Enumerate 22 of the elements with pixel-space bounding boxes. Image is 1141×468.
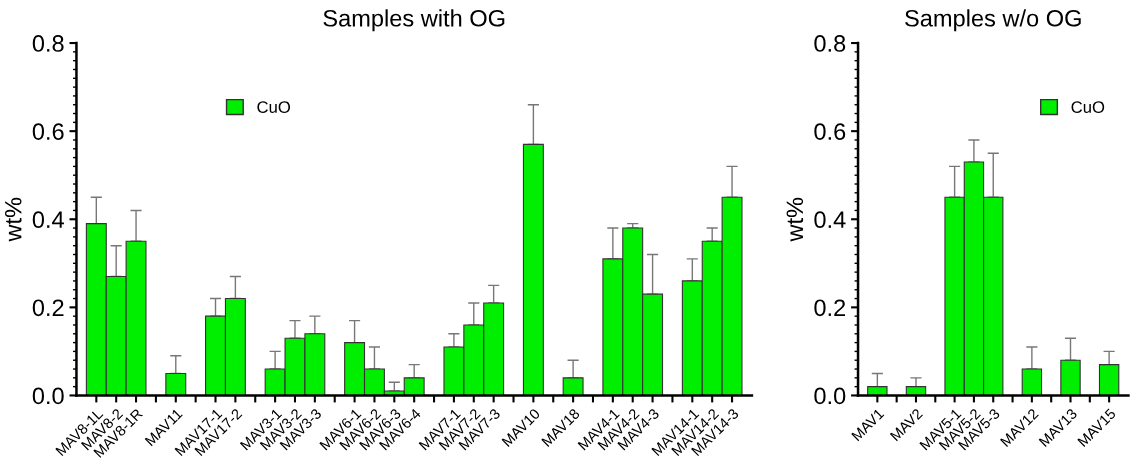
y-tick-label: 0.2 (32, 299, 64, 317)
bar (1098, 364, 1120, 396)
y-tick-label: 0.6 (814, 123, 846, 140)
y-tick-label: 0.4 (32, 211, 64, 229)
y-tick-label: 0.4 (814, 211, 846, 229)
chart-title: Samples with OG (323, 9, 505, 32)
y-tick-label: 0.8 (814, 35, 846, 52)
y-tick-label: 0.2 (814, 299, 846, 317)
legend-label: CuO (257, 101, 291, 113)
y-axis-title: wt% (4, 197, 22, 242)
bar (1021, 368, 1043, 396)
bar (522, 143, 544, 396)
y-tick-label: 0.6 (32, 123, 64, 140)
y-tick-label: 0.8 (32, 35, 64, 52)
bar (1060, 359, 1081, 396)
y-tick-label: 0.0 (814, 387, 846, 405)
y-tick-label: 0.0 (32, 387, 64, 405)
bar (165, 372, 187, 396)
legend-label: CuO (1071, 101, 1105, 113)
y-axis-title: wt% (786, 197, 804, 242)
bar (562, 377, 584, 396)
chart-title: Samples w/o OG (905, 9, 1081, 32)
